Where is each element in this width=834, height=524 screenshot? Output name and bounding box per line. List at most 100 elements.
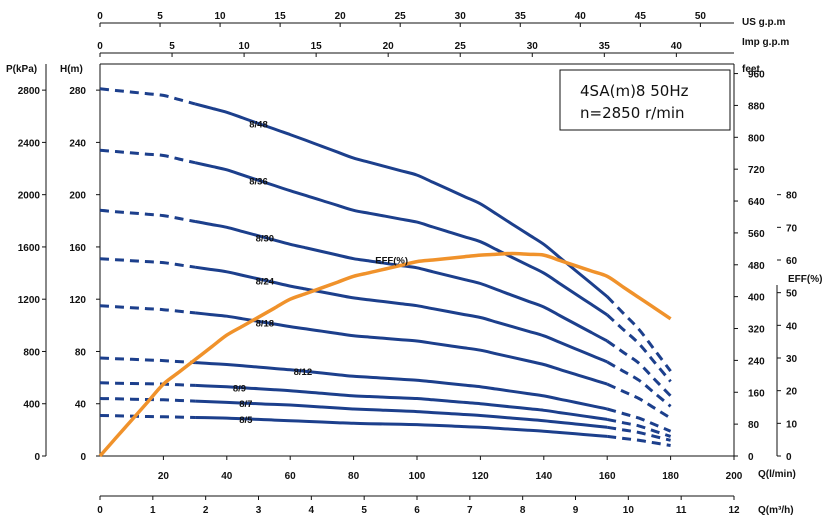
tick-label-eff: 70 [786, 223, 798, 234]
tick-label-imp-gpm: 35 [599, 41, 611, 52]
tick-label-lmin: 80 [348, 471, 360, 482]
curve-label: 8/12 [294, 367, 313, 378]
head-curve-dashed-start [99, 148, 196, 165]
tick-label-m3h: 3 [256, 505, 262, 516]
tick-label-eff: 50 [786, 289, 798, 300]
tick-label-head: 280 [69, 86, 86, 97]
curve-label: 8/5 [239, 415, 253, 426]
head-curve-solid [194, 161, 609, 317]
tick-label-imp-gpm: 5 [169, 41, 175, 52]
tick-label-us-gpm: 10 [215, 11, 227, 22]
curve-label: 8/24 [256, 276, 275, 287]
tick-label-us-gpm: 15 [275, 11, 287, 22]
tick-label-eff: 0 [786, 452, 792, 463]
curve-label: 8/36 [249, 176, 268, 187]
tick-label-pressure: 0 [34, 452, 40, 463]
tick-label-imp-gpm: 0 [97, 41, 103, 52]
tick-label-feet: 960 [748, 70, 765, 81]
tick-label-pressure: 1600 [18, 243, 41, 254]
chart-title-speed: n=2850 r/min [580, 104, 685, 122]
tick-label-us-gpm: 45 [635, 11, 647, 22]
head-curve-dashed-start [99, 356, 196, 365]
tick-label-feet: 880 [748, 101, 765, 112]
tick-label-m3h: 2 [203, 505, 209, 516]
tick-label-eff: 10 [786, 419, 798, 430]
tick-label-lmin: 20 [158, 471, 170, 482]
head-curve-dashed-end [606, 360, 672, 408]
tick-label-m3h: 9 [573, 505, 579, 516]
curve-label: 8/9 [233, 384, 246, 395]
head-curve-solid [195, 416, 608, 438]
tick-label-lmin: 60 [285, 471, 297, 482]
head-curve-dashed-end [606, 425, 671, 442]
tick-label-imp-gpm: 15 [311, 41, 323, 52]
tick-label-eff: 30 [786, 354, 798, 365]
efficiency-curve-layer: EFF(%) [98, 251, 672, 458]
tick-label-us-gpm: 30 [455, 11, 467, 22]
head-curve-dashed-end [606, 382, 672, 420]
head-axis-label: H(m) [60, 64, 83, 75]
tick-label-feet: 80 [748, 420, 760, 431]
head-curve-dashed-start [99, 208, 196, 223]
tick-label-m3h: 8 [520, 505, 526, 516]
tick-label-feet: 720 [748, 165, 765, 176]
curve-label: 8/48 [249, 119, 268, 130]
tick-label-m3h: 10 [623, 505, 635, 516]
head-curve-dashed-start [99, 381, 196, 387]
tick-label-m3h: 0 [97, 505, 103, 516]
head-curve-dashed-start [99, 304, 196, 315]
tick-label-imp-gpm: 10 [239, 41, 251, 52]
tick-label-feet: 160 [748, 388, 765, 399]
tick-label-head: 40 [75, 400, 87, 411]
pressure-axis-label: P(kPa) [6, 64, 37, 75]
head-curve-solid [194, 102, 609, 298]
head-curve-solid [195, 399, 608, 429]
tick-label-pressure: 400 [23, 400, 40, 411]
tick-label-feet: 320 [748, 325, 765, 336]
tick-label-lmin: 120 [472, 471, 489, 482]
head-curve-solid [194, 311, 608, 386]
tick-label-us-gpm: 0 [97, 11, 103, 22]
head-curve-dashed-start [99, 257, 196, 269]
tick-label-eff: 40 [786, 321, 798, 332]
curve-label: 8/18 [256, 318, 275, 329]
tick-label-pressure: 800 [23, 347, 40, 358]
head-curve-dashed-end [606, 417, 672, 438]
tick-label-pressure: 2400 [18, 138, 41, 149]
tick-label-pressure: 2000 [18, 191, 41, 202]
tick-label-feet: 800 [748, 133, 765, 144]
tick-label-lmin: 180 [662, 471, 679, 482]
tick-label-us-gpm: 50 [695, 11, 707, 22]
tick-label-m3h: 1 [150, 505, 156, 516]
tick-label-imp-gpm: 40 [671, 41, 683, 52]
tick-label-eff: 20 [786, 387, 798, 398]
tick-label-us-gpm: 5 [157, 11, 163, 22]
tick-label-m3h: 7 [467, 505, 473, 516]
chart-title-box [559, 69, 731, 131]
head-curve-solid [195, 361, 608, 411]
tick-label-lmin: 140 [535, 471, 552, 482]
tick-label-lmin: 200 [726, 471, 743, 482]
tick-label-lmin: 40 [221, 471, 233, 482]
tick-label-feet: 560 [748, 229, 765, 240]
tick-label-eff: 80 [786, 191, 798, 202]
tick-label-head: 120 [69, 295, 86, 306]
tick-label-head: 200 [69, 191, 86, 202]
tick-label-imp-gpm: 20 [383, 41, 395, 52]
efficiency-curve-label: EFF(%) [375, 256, 408, 267]
tick-label-us-gpm: 20 [335, 11, 347, 22]
tick-label-feet: 480 [748, 261, 765, 272]
head-curve-dashed-start [99, 87, 196, 106]
tick-label-head: 160 [69, 243, 86, 254]
tick-label-feet: 640 [748, 197, 765, 208]
head-curve-solid [194, 265, 608, 364]
tick-label-m3h: 6 [414, 505, 420, 516]
efficiency-curve [98, 251, 672, 458]
curve-labels: 8/48 8/36 8/30 8/24 8/18 8/12 8/9 8/7 8/5 [233, 119, 312, 425]
tick-label-head: 240 [69, 138, 86, 149]
tick-label-pressure: 2800 [18, 86, 41, 97]
head-curves [99, 87, 672, 447]
head-curve-dashed-end [607, 434, 671, 447]
